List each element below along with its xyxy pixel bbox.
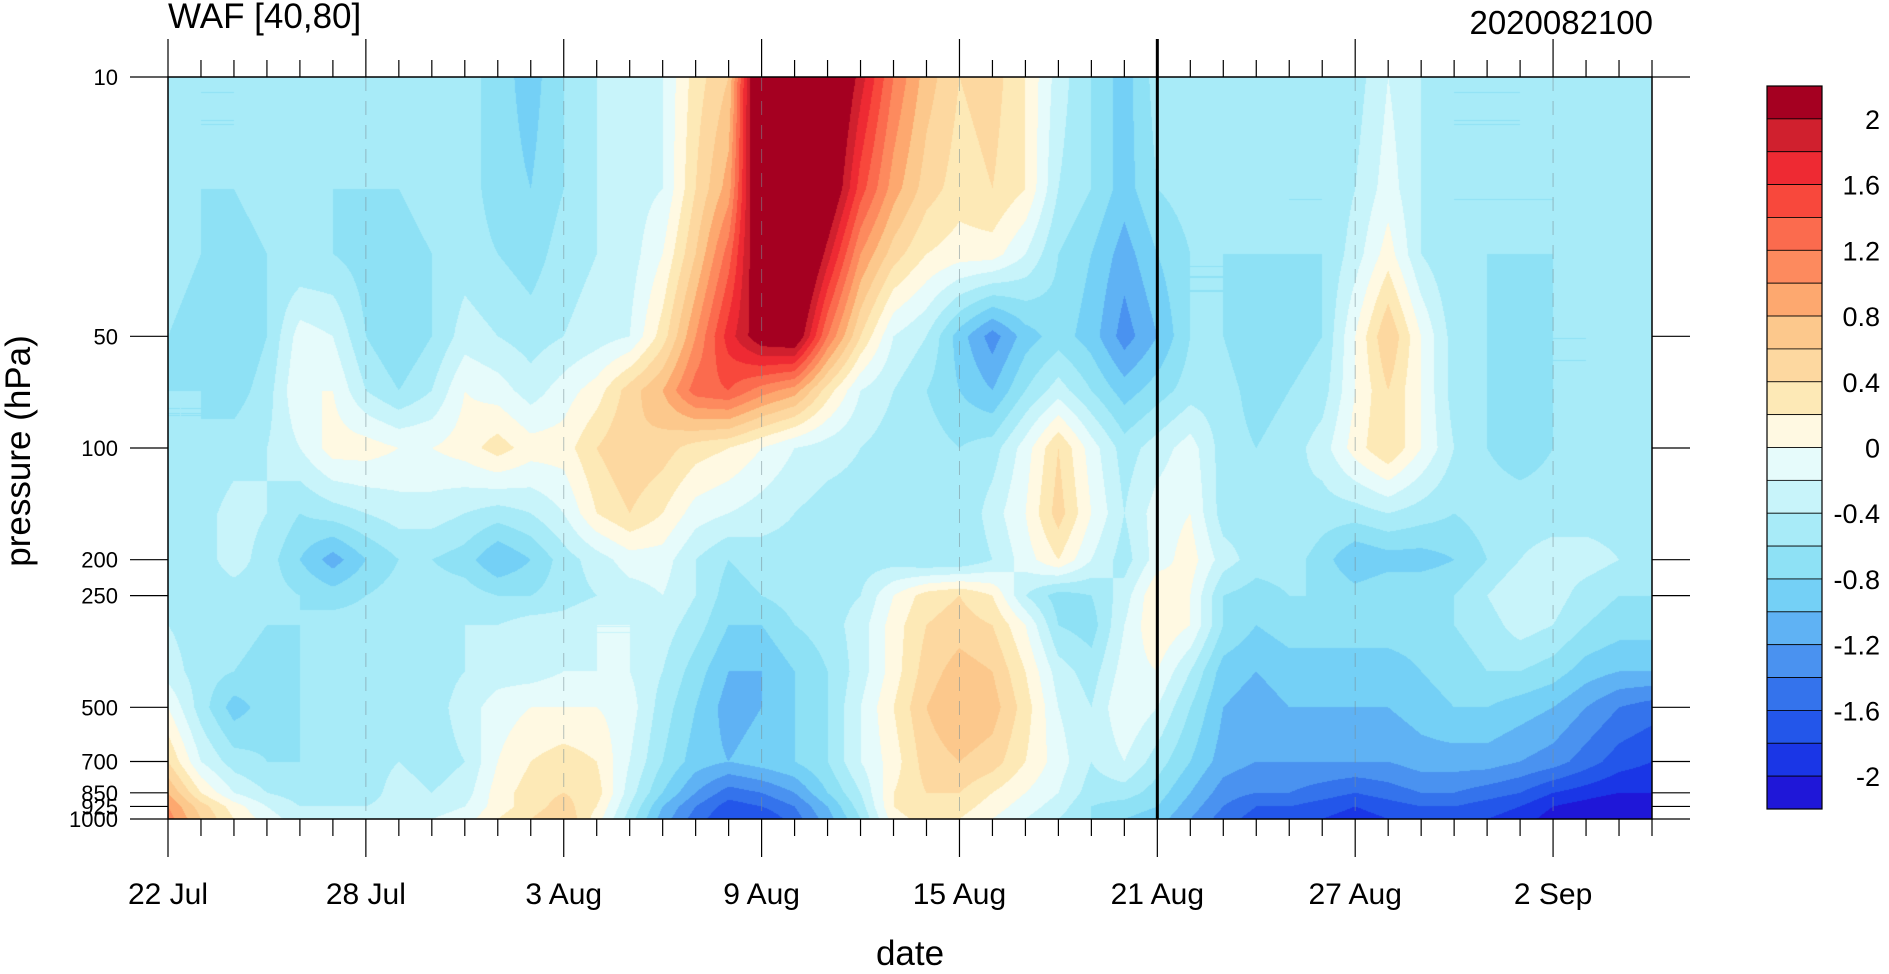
colorbar-swatch bbox=[1766, 611, 1823, 646]
x-axis-label: date bbox=[876, 934, 944, 969]
x-tick-label: 27 Aug bbox=[1308, 878, 1401, 911]
y-axis-label: pressure (hPa) bbox=[0, 335, 38, 566]
colorbar-swatch bbox=[1766, 447, 1823, 481]
colorbar-label: 0.4 bbox=[1842, 368, 1880, 398]
colorbar-label: 0 bbox=[1865, 434, 1880, 464]
x-tick-label: 9 Aug bbox=[723, 878, 800, 911]
colorbar-swatch bbox=[1766, 479, 1823, 514]
colorbar-swatch bbox=[1766, 315, 1823, 350]
colorbar-swatch bbox=[1766, 414, 1823, 448]
y-tick-label: 250 bbox=[81, 584, 118, 609]
colorbar-swatch bbox=[1766, 282, 1823, 317]
colorbar-swatch bbox=[1766, 381, 1823, 416]
y-tick-label: 700 bbox=[81, 750, 118, 775]
colorbar-swatch bbox=[1766, 249, 1823, 284]
colorbar-swatch bbox=[1766, 85, 1823, 120]
colorbar-label: -1.6 bbox=[1833, 696, 1880, 726]
y-tick-label: 500 bbox=[81, 695, 118, 720]
colorbar-label: -2 bbox=[1856, 762, 1880, 792]
colorbar-label: 0.8 bbox=[1842, 302, 1880, 332]
y-tick-label: 1000 bbox=[69, 807, 118, 832]
colorbar-swatch bbox=[1766, 348, 1823, 383]
colorbar-swatch bbox=[1766, 578, 1823, 613]
colorbar-swatch bbox=[1766, 742, 1823, 777]
plot-axes: 22 Jul 28 Jul 3 Aug 9 Aug 15 Aug 21 Aug 27 Aug… bbox=[69, 39, 1690, 911]
x-tick-label: 2 Sep bbox=[1514, 878, 1592, 911]
x-tick-label: 28 Jul bbox=[326, 878, 406, 911]
colorbar-label: 1.6 bbox=[1842, 171, 1880, 201]
colorbar-frame bbox=[1766, 85, 1823, 810]
colorbar-swatch bbox=[1766, 184, 1823, 218]
colorbar-label: 2 bbox=[1865, 105, 1880, 135]
y-tick-label: 925 bbox=[81, 794, 118, 819]
colorbar-swatch bbox=[1766, 512, 1823, 547]
colorbar-swatch bbox=[1766, 118, 1823, 153]
x-tick-label: 15 Aug bbox=[913, 878, 1006, 911]
colorbar-swatch bbox=[1766, 151, 1823, 185]
contour-field bbox=[168, 77, 1652, 819]
y-tick-label: 10 bbox=[94, 65, 118, 90]
contour-fill-image bbox=[168, 77, 1652, 819]
chart-title: WAF [40,80] bbox=[168, 0, 361, 36]
colorbar-swatch bbox=[1766, 217, 1823, 251]
x-tick-label: 22 Jul bbox=[128, 878, 208, 911]
y-tick-label: 850 bbox=[81, 781, 118, 806]
colorbar-label: -1.2 bbox=[1833, 631, 1880, 661]
x-tick-label: 3 Aug bbox=[525, 878, 602, 911]
y-tick-label: 200 bbox=[81, 548, 118, 573]
y-tick-label: 50 bbox=[94, 324, 118, 349]
y-tick-label: 100 bbox=[81, 436, 118, 461]
colorbar-label: 1.2 bbox=[1842, 236, 1880, 266]
colorbar-label: -0.8 bbox=[1833, 565, 1880, 595]
colorbar-swatch bbox=[1766, 775, 1823, 810]
colorbar-swatch bbox=[1766, 644, 1823, 678]
colorbar-swatch bbox=[1766, 710, 1823, 744]
colorbar-swatch bbox=[1766, 677, 1823, 711]
colorbar: 2 1.6 1.2 0.8 0.4 0 -0.4 -0.8 -1.2 -1.6 -2 bbox=[1766, 85, 1880, 810]
colorbar-label: -0.4 bbox=[1833, 499, 1880, 529]
colorbar-swatch bbox=[1766, 545, 1823, 580]
x-tick-label: 21 Aug bbox=[1111, 878, 1204, 911]
chart-date-stamp: 2020082100 bbox=[1469, 4, 1653, 41]
